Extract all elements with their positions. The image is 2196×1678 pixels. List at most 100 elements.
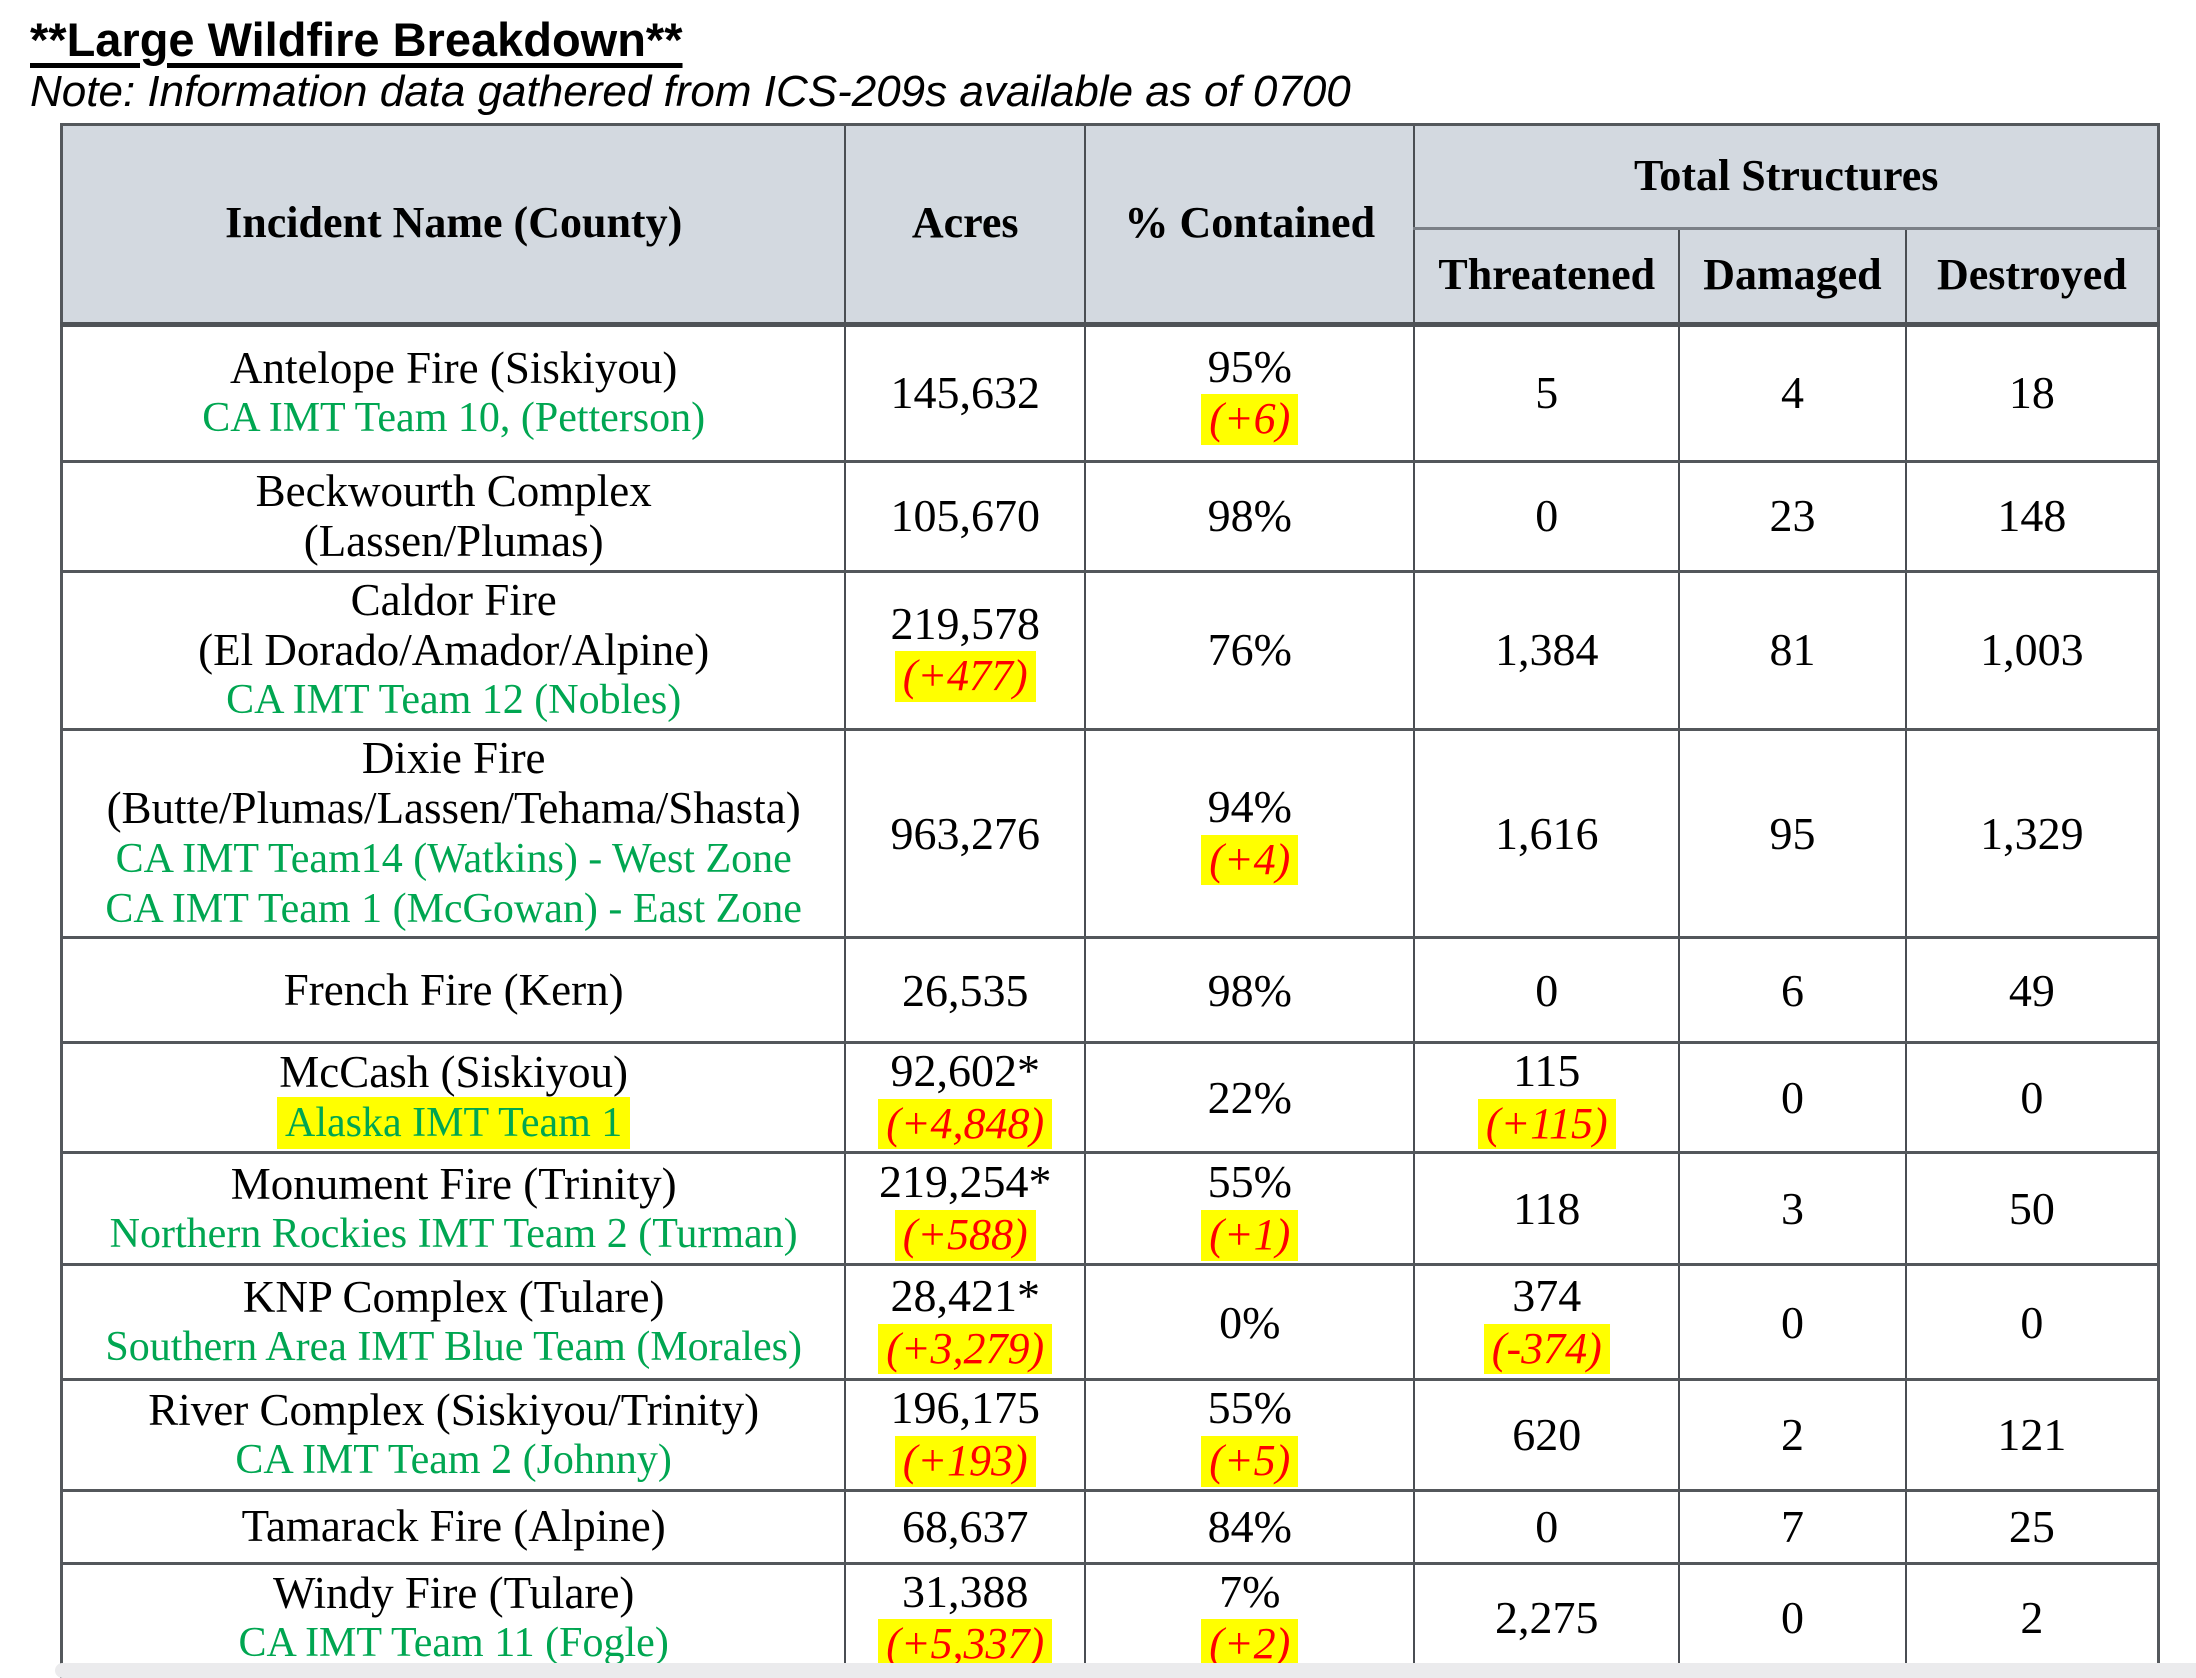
acres-cell: 28,421* (+3,279) bbox=[844, 1263, 1087, 1381]
destroyed-value: 18 bbox=[2008, 367, 2055, 419]
damaged-cell: 0 bbox=[1678, 1562, 1907, 1676]
contained-cell: 55% (+5) bbox=[1084, 1378, 1416, 1492]
threatened-value: 0 bbox=[1535, 490, 1559, 542]
threatened-value: 5 bbox=[1535, 367, 1559, 419]
incident-name: Monument Fire (Trinity) bbox=[230, 1158, 677, 1209]
destroyed-cell: 2 bbox=[1904, 1562, 2160, 1676]
contained-delta: (+2) bbox=[1201, 1619, 1299, 1670]
acres-value: 145,632 bbox=[890, 367, 1040, 419]
col-header-threatened: Threatened bbox=[1413, 227, 1681, 326]
acres-cell: 68,637 bbox=[844, 1489, 1087, 1565]
table-row-antelope-fire: Antelope Fire (Siskiyou) CA IMT Team 10,… bbox=[60, 323, 2160, 463]
col-header-percent-contained: % Contained bbox=[1084, 123, 1416, 326]
contained-value: 98% bbox=[1207, 490, 1292, 542]
acres-cell: 219,254* (+588) bbox=[844, 1151, 1087, 1266]
imt-team-west: CA IMT Team14 (Watkins) - West Zone bbox=[115, 835, 792, 882]
damaged-value: 81 bbox=[1769, 624, 1816, 676]
acres-value: 92,602* bbox=[890, 1045, 1040, 1097]
incident-county: (El Dorado/Amador/Alpine) bbox=[198, 625, 710, 676]
acres-value: 963,276 bbox=[890, 807, 1040, 859]
contained-value: 0% bbox=[1219, 1296, 1281, 1348]
damaged-value: 0 bbox=[1780, 1296, 1804, 1348]
acres-cell: 145,632 bbox=[844, 323, 1087, 463]
imt-team: CA IMT Team 11 (Fogle) bbox=[238, 1620, 669, 1667]
threatened-value: 1,384 bbox=[1495, 624, 1599, 676]
damaged-value: 23 bbox=[1769, 490, 1816, 542]
damaged-cell: 4 bbox=[1678, 323, 1907, 463]
acres-cell: 105,670 bbox=[844, 460, 1087, 573]
damaged-value: 6 bbox=[1780, 964, 1804, 1016]
incident-name: Antelope Fire (Siskiyou) bbox=[229, 342, 678, 393]
threatened-cell: 0 bbox=[1413, 936, 1681, 1044]
damaged-cell: 2 bbox=[1678, 1378, 1907, 1492]
table-row-knp-complex: KNP Complex (Tulare) Southern Area IMT B… bbox=[60, 1263, 2160, 1381]
acres-value: 196,175 bbox=[890, 1382, 1040, 1434]
incident-name: Caldor Fire bbox=[350, 574, 557, 625]
imt-team: Southern Area IMT Blue Team (Morales) bbox=[105, 1324, 802, 1371]
threatened-cell: 620 bbox=[1413, 1378, 1681, 1492]
table-row-windy-fire: Windy Fire (Tulare) CA IMT Team 11 (Fogl… bbox=[60, 1562, 2160, 1676]
threatened-cell: 0 bbox=[1413, 460, 1681, 573]
damaged-cell: 23 bbox=[1678, 460, 1907, 573]
destroyed-cell: 0 bbox=[1904, 1041, 2160, 1154]
incident-cell: River Complex (Siskiyou/Trinity) CA IMT … bbox=[60, 1378, 847, 1492]
destroyed-cell: 121 bbox=[1904, 1378, 2160, 1492]
contained-value: 94% bbox=[1207, 781, 1292, 833]
table-row-beckwourth-complex: Beckwourth Complex (Lassen/Plumas) 105,6… bbox=[60, 460, 2160, 573]
damaged-cell: 95 bbox=[1678, 728, 1907, 939]
contained-value: 95% bbox=[1207, 340, 1292, 392]
acres-value: 68,637 bbox=[901, 1500, 1029, 1552]
contained-cell: 0% bbox=[1084, 1263, 1416, 1381]
contained-value: 76% bbox=[1207, 624, 1292, 676]
acres-cell: 219,578 (+477) bbox=[844, 570, 1087, 731]
damaged-value: 0 bbox=[1780, 1592, 1804, 1644]
report-page: **Large Wildfire Breakdown** Note: Infor… bbox=[0, 14, 2196, 1678]
contained-delta: (+6) bbox=[1201, 394, 1299, 445]
damaged-cell: 81 bbox=[1678, 570, 1907, 731]
incident-cell: Caldor Fire (El Dorado/Amador/Alpine) CA… bbox=[60, 570, 847, 731]
destroyed-value: 2 bbox=[2020, 1592, 2044, 1644]
threatened-cell: 2,275 bbox=[1413, 1562, 1681, 1676]
imt-team: CA IMT Team 12 (Nobles) bbox=[226, 677, 682, 724]
table-row-tamarack-fire: Tamarack Fire (Alpine) 68,637 84% 0 7 25 bbox=[60, 1489, 2160, 1565]
contained-cell: 98% bbox=[1084, 460, 1416, 573]
table-row-dixie-fire: Dixie Fire (Butte/Plumas/Lassen/Tehama/S… bbox=[60, 728, 2160, 939]
incident-cell: McCash (Siskiyou) Alaska IMT Team 1 bbox=[60, 1041, 847, 1154]
incident-cell: Monument Fire (Trinity) Northern Rockies… bbox=[60, 1151, 847, 1266]
destroyed-value: 1,003 bbox=[1980, 624, 2084, 676]
contained-delta: (+4) bbox=[1201, 834, 1299, 886]
contained-cell: 22% bbox=[1084, 1041, 1416, 1154]
contained-cell: 84% bbox=[1084, 1489, 1416, 1565]
incident-cell: KNP Complex (Tulare) Southern Area IMT B… bbox=[60, 1263, 847, 1381]
acres-cell: 196,175 (+193) bbox=[844, 1378, 1087, 1492]
window-edge-bar bbox=[55, 1663, 2196, 1678]
incident-cell: Beckwourth Complex (Lassen/Plumas) bbox=[60, 460, 847, 573]
threatened-cell: 5 bbox=[1413, 323, 1681, 463]
damaged-value: 4 bbox=[1780, 367, 1804, 419]
wildfire-breakdown-table: Incident Name (County) Acres % Contained… bbox=[60, 122, 2160, 1678]
contained-cell: 55% (+1) bbox=[1084, 1151, 1416, 1266]
acres-value: 31,388 bbox=[901, 1565, 1029, 1617]
damaged-cell: 7 bbox=[1678, 1489, 1907, 1565]
incident-name: KNP Complex (Tulare) bbox=[242, 1272, 665, 1323]
threatened-cell: 1,616 bbox=[1413, 728, 1681, 939]
contained-value: 55% bbox=[1207, 1156, 1292, 1208]
imt-team: CA IMT Team 10, (Petterson) bbox=[202, 395, 706, 442]
destroyed-value: 121 bbox=[1997, 1409, 2067, 1461]
col-header-damaged: Damaged bbox=[1678, 227, 1907, 326]
incident-name: McCash (Siskiyou) bbox=[279, 1046, 629, 1097]
threatened-value: 0 bbox=[1535, 964, 1559, 1016]
contained-cell: 98% bbox=[1084, 936, 1416, 1044]
acres-value: 26,535 bbox=[901, 964, 1029, 1016]
acres-delta: (+588) bbox=[894, 1210, 1036, 1261]
incident-cell: Tamarack Fire (Alpine) bbox=[60, 1489, 847, 1565]
incident-name: Tamarack Fire (Alpine) bbox=[241, 1501, 666, 1552]
imt-team: Northern Rockies IMT Team 2 (Turman) bbox=[109, 1210, 798, 1257]
threatened-value: 620 bbox=[1512, 1409, 1582, 1461]
contained-value: 84% bbox=[1207, 1500, 1292, 1552]
destroyed-value: 0 bbox=[2020, 1072, 2044, 1124]
damaged-value: 2 bbox=[1780, 1409, 1804, 1461]
contained-cell: 94% (+4) bbox=[1084, 728, 1416, 939]
incident-name: French Fire (Kern) bbox=[283, 965, 624, 1016]
contained-delta: (+1) bbox=[1201, 1210, 1299, 1261]
